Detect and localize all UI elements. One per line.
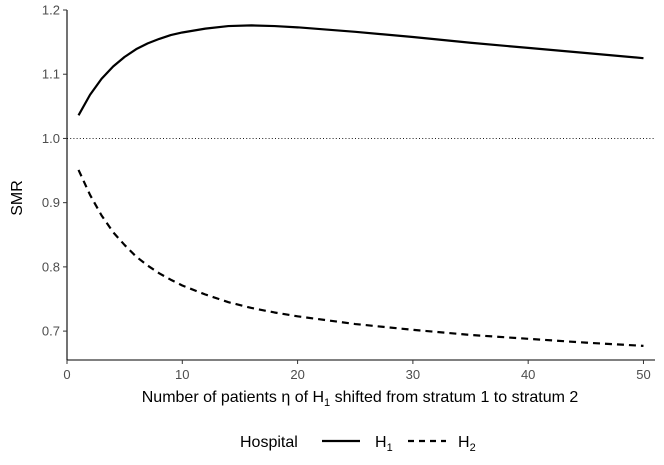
legend-label-h2: H2 <box>458 434 476 454</box>
x-tick-label: 20 <box>290 367 304 382</box>
y-tick-label: 1.2 <box>42 3 60 18</box>
legend-title: Hospital <box>240 434 298 451</box>
x-axis-title-subscript: 1 <box>324 397 330 409</box>
y-tick-label: 0.8 <box>42 259 60 274</box>
x-axis-title-main: Number of patients η of H <box>142 389 324 406</box>
legend-label-h1: H1 <box>375 434 393 454</box>
axes: 0.7 0.8 0.9 1.0 1.1 1.2 0 10 20 30 40 50 <box>42 3 655 382</box>
series-line-h2 <box>77 169 644 347</box>
x-axis-title: Number of patients η of H1 shifted from … <box>142 389 579 409</box>
x-axis-title-rest: shifted from stratum 1 to stratum 2 <box>330 389 578 406</box>
y-axis-title: SMR <box>9 180 26 216</box>
y-tick-label: 1.1 <box>42 67 60 82</box>
x-tick-label: 40 <box>521 367 535 382</box>
y-tick-label: 1.0 <box>42 131 60 146</box>
x-tick-label: 50 <box>636 367 650 382</box>
y-tick-label: 0.7 <box>42 324 60 339</box>
series-line-h1 <box>77 24 644 116</box>
x-tick-label: 30 <box>406 367 420 382</box>
plot-area <box>67 24 655 347</box>
x-tick-label: 0 <box>63 367 70 382</box>
legend: Hospital H1 H2 <box>240 434 476 454</box>
y-tick-label: 0.9 <box>42 195 60 210</box>
x-tick-label: 10 <box>175 367 189 382</box>
